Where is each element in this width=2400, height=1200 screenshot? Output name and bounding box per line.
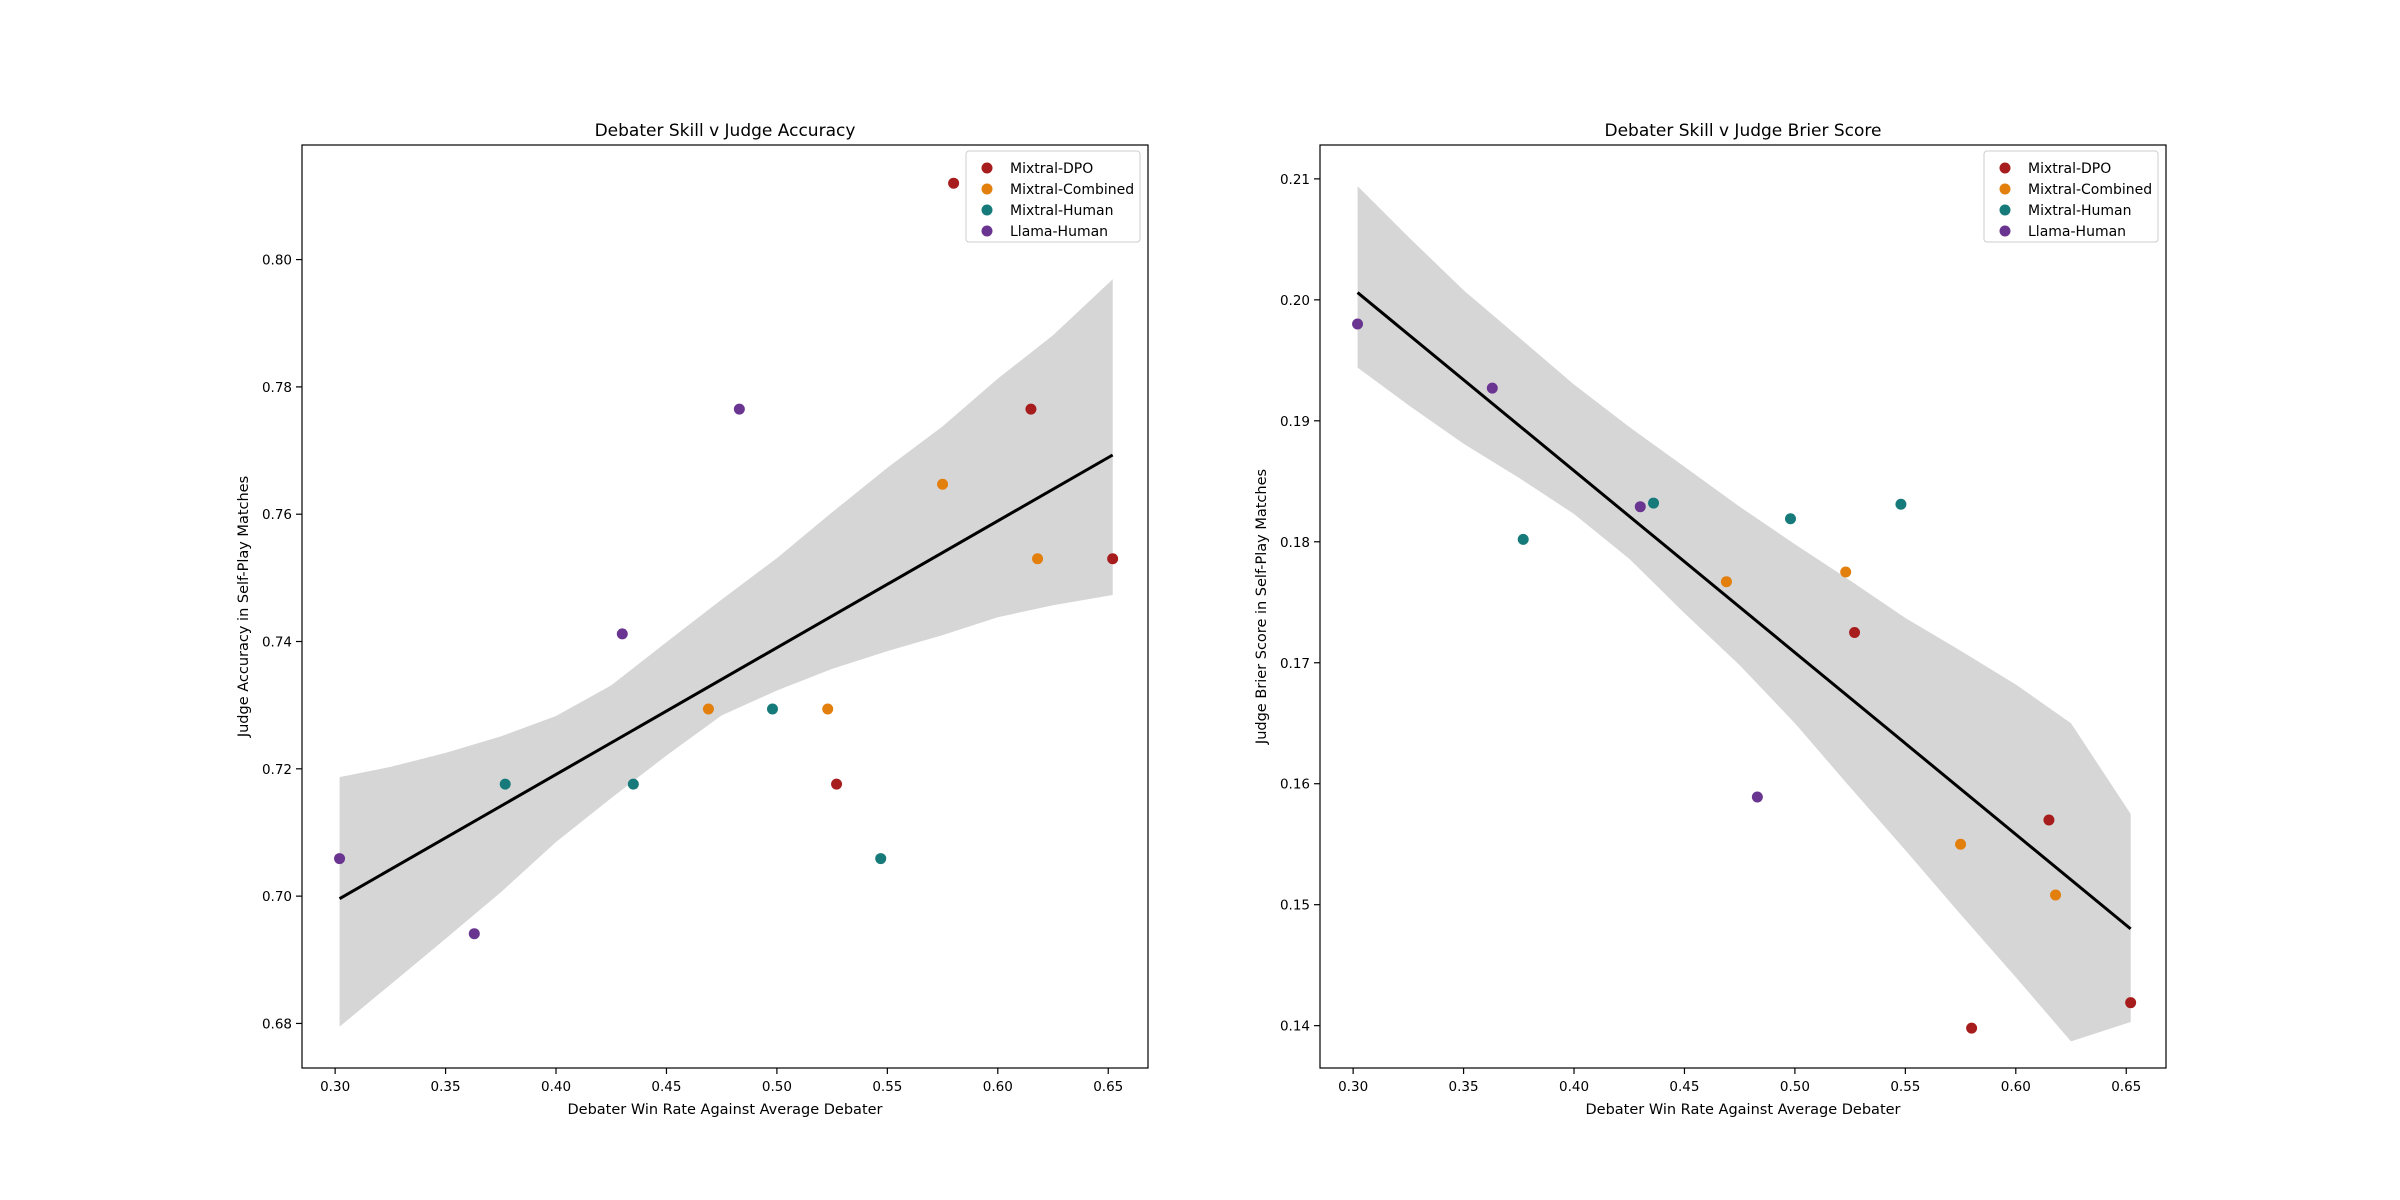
data-point-mixtral-human xyxy=(1895,498,1907,510)
data-point-llama-human xyxy=(1486,382,1498,394)
y-tick-label: 0.74 xyxy=(262,635,292,651)
data-point-mixtral-human xyxy=(1517,533,1529,545)
legend-label: Mixtral-Combined xyxy=(1010,182,1134,198)
y-tick-label: 0.17 xyxy=(1280,656,1310,672)
data-point-mixtral-dpo xyxy=(2125,997,2137,1009)
y-tick-label: 0.14 xyxy=(1280,1019,1310,1035)
x-tick-label: 0.65 xyxy=(1093,1079,1123,1095)
legend-marker-mixtral-dpo xyxy=(981,162,993,174)
x-tick-label: 0.65 xyxy=(2111,1079,2141,1095)
legend-label: Mixtral-DPO xyxy=(2028,161,2111,177)
x-tick-label: 0.55 xyxy=(872,1079,902,1095)
x-tick-label: 0.60 xyxy=(983,1079,1013,1095)
legend-box xyxy=(1983,150,2159,243)
y-tick-label: 0.15 xyxy=(1280,898,1310,914)
y-tick-label: 0.16 xyxy=(1280,777,1310,793)
x-tick-label: 0.55 xyxy=(1890,1079,1920,1095)
legend: Mixtral-DPO Mixtral-Combined Mixtral-Human… xyxy=(1983,150,2159,243)
data-point-mixtral-dpo xyxy=(1025,403,1037,415)
data-point-mixtral-combined xyxy=(1955,838,1967,850)
data-point-mixtral-dpo xyxy=(1849,627,1861,639)
data-point-mixtral-dpo xyxy=(831,778,843,790)
axes-frame xyxy=(301,144,1149,1069)
axes-frame xyxy=(1319,144,2167,1069)
accuracy-panel: Debater Skill v Judge Accuracy 0.30 0.35 0.… xyxy=(236,121,1149,1118)
data-point-mixtral-combined xyxy=(1032,553,1044,565)
y-tick-label: 0.20 xyxy=(1280,293,1310,309)
legend-label: Mixtral-Human xyxy=(2028,203,2132,219)
data-point-llama-human xyxy=(1751,791,1763,803)
x-tick-label: 0.40 xyxy=(1559,1079,1589,1095)
data-point-mixtral-combined xyxy=(1840,566,1852,578)
y-axis-label: Judge Brier Score in Self-Play Matches xyxy=(1254,469,1270,745)
y-tick-label: 0.70 xyxy=(262,889,292,905)
regression-line xyxy=(1356,291,2132,931)
x-tick-label: 0.30 xyxy=(1338,1079,1368,1095)
regression-line xyxy=(338,453,1114,900)
legend-marker-llama-human xyxy=(1999,225,2011,237)
x-tick-label: 0.45 xyxy=(651,1079,681,1095)
y-tick-label: 0.72 xyxy=(262,762,292,778)
y-tick-label: 0.76 xyxy=(262,507,292,523)
data-point-mixtral-dpo xyxy=(1966,1022,1978,1034)
data-point-llama-human xyxy=(733,403,745,415)
data-point-mixtral-combined xyxy=(1720,576,1732,588)
data-point-mixtral-human xyxy=(499,778,511,790)
data-point-mixtral-human xyxy=(1784,513,1796,525)
legend-box xyxy=(965,150,1141,243)
data-point-mixtral-combined xyxy=(2050,889,2062,901)
data-point-mixtral-combined xyxy=(937,478,949,490)
data-point-mixtral-dpo xyxy=(1107,553,1119,565)
data-point-llama-human xyxy=(468,928,480,940)
x-tick-label: 0.35 xyxy=(1449,1079,1479,1095)
confidence-band xyxy=(1357,186,2131,1042)
chart-title: Debater Skill v Judge Accuracy xyxy=(595,121,856,141)
data-point-mixtral-human xyxy=(1648,497,1660,509)
legend-label: Mixtral-Human xyxy=(1010,203,1114,219)
data-point-mixtral-human xyxy=(766,703,778,715)
x-tick-label: 0.30 xyxy=(320,1079,350,1095)
legend-label: Mixtral-Combined xyxy=(2028,182,2152,198)
data-point-mixtral-combined xyxy=(822,703,834,715)
legend-marker-mixtral-human xyxy=(1999,204,2011,216)
y-tick-label: 0.78 xyxy=(262,380,292,396)
y-tick-label: 0.80 xyxy=(262,253,292,269)
y-tick-label: 0.18 xyxy=(1280,535,1310,551)
data-point-mixtral-dpo xyxy=(2043,814,2055,826)
chart-title: Debater Skill v Judge Brier Score xyxy=(1604,121,1881,141)
legend-marker-mixtral-dpo xyxy=(1999,162,2011,174)
data-point-mixtral-combined xyxy=(702,703,714,715)
y-axis-label: Judge Accuracy in Self-Play Matches xyxy=(236,476,252,738)
legend-label: Llama-Human xyxy=(1010,224,1108,240)
y-tick-label: 0.21 xyxy=(1280,172,1310,188)
brier-score-panel: Debater Skill v Judge Brier Score 0.30 0.3… xyxy=(1254,121,2167,1118)
data-point-llama-human xyxy=(334,853,346,865)
x-tick-label: 0.45 xyxy=(1669,1079,1699,1095)
data-point-mixtral-dpo xyxy=(948,177,960,189)
x-axis-label: Debater Win Rate Against Average Debater xyxy=(1585,1102,1900,1118)
data-point-llama-human xyxy=(1352,318,1364,330)
legend-marker-llama-human xyxy=(981,225,993,237)
confidence-band xyxy=(339,279,1113,1027)
data-point-llama-human xyxy=(616,628,628,640)
legend-label: Mixtral-DPO xyxy=(1010,161,1093,177)
data-point-mixtral-human xyxy=(875,853,887,865)
legend: Mixtral-DPO Mixtral-Combined Mixtral-Human… xyxy=(965,150,1141,243)
legend-marker-mixtral-combined xyxy=(1999,183,2011,195)
x-tick-label: 0.40 xyxy=(541,1079,571,1095)
x-tick-label: 0.60 xyxy=(2001,1079,2031,1095)
y-tick-label: 0.68 xyxy=(262,1016,292,1032)
x-tick-label: 0.50 xyxy=(762,1079,792,1095)
data-point-llama-human xyxy=(1634,501,1646,513)
x-tick-label: 0.35 xyxy=(431,1079,461,1095)
data-point-mixtral-human xyxy=(627,778,639,790)
legend-label: Llama-Human xyxy=(2028,224,2126,240)
x-axis-label: Debater Win Rate Against Average Debater xyxy=(567,1102,882,1118)
legend-marker-mixtral-combined xyxy=(981,183,993,195)
y-tick-label: 0.19 xyxy=(1280,414,1310,430)
legend-marker-mixtral-human xyxy=(981,204,993,216)
x-tick-label: 0.50 xyxy=(1780,1079,1810,1095)
